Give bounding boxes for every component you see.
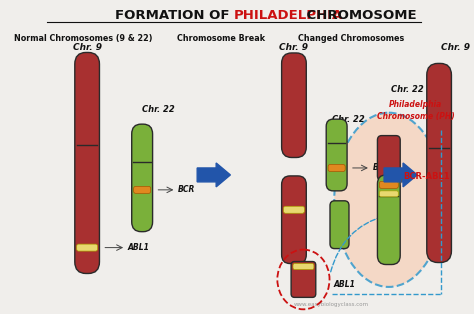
Text: Changed Chromosomes: Changed Chromosomes xyxy=(298,34,404,42)
FancyBboxPatch shape xyxy=(283,206,304,213)
FancyBboxPatch shape xyxy=(330,201,349,249)
Text: Chr. 9: Chr. 9 xyxy=(280,42,309,51)
Text: CHROMOSOME: CHROMOSOME xyxy=(302,9,417,22)
Text: Normal Chromosomes (9 & 22): Normal Chromosomes (9 & 22) xyxy=(14,34,153,42)
Text: BCR-ABL1: BCR-ABL1 xyxy=(403,172,450,181)
FancyBboxPatch shape xyxy=(291,262,316,297)
Text: Chromosome Break: Chromosome Break xyxy=(177,34,265,42)
FancyBboxPatch shape xyxy=(377,175,400,264)
FancyBboxPatch shape xyxy=(282,176,306,263)
FancyBboxPatch shape xyxy=(328,165,345,171)
FancyBboxPatch shape xyxy=(379,181,398,188)
FancyBboxPatch shape xyxy=(293,263,314,269)
Text: Chr. 9: Chr. 9 xyxy=(441,42,470,51)
Ellipse shape xyxy=(334,113,443,287)
FancyBboxPatch shape xyxy=(377,136,400,181)
Text: Chr. 22: Chr. 22 xyxy=(392,85,424,94)
FancyBboxPatch shape xyxy=(326,119,347,191)
Text: ABL1: ABL1 xyxy=(334,280,356,289)
Text: www.easybiologyclass.com: www.easybiologyclass.com xyxy=(294,302,369,307)
Text: Chr. 22: Chr. 22 xyxy=(142,105,175,114)
Text: ABL1: ABL1 xyxy=(128,243,150,252)
Text: BCR: BCR xyxy=(178,185,196,194)
FancyBboxPatch shape xyxy=(77,244,98,251)
Polygon shape xyxy=(384,163,417,187)
Text: FORMATION OF: FORMATION OF xyxy=(115,9,234,22)
FancyBboxPatch shape xyxy=(282,53,306,158)
Text: Chr. 9: Chr. 9 xyxy=(73,42,101,51)
Polygon shape xyxy=(197,163,230,187)
FancyBboxPatch shape xyxy=(75,52,100,273)
FancyBboxPatch shape xyxy=(134,187,151,193)
FancyBboxPatch shape xyxy=(379,191,398,197)
Text: Chr. 22: Chr. 22 xyxy=(332,115,365,124)
FancyBboxPatch shape xyxy=(132,124,153,232)
Text: Philadelphia: Philadelphia xyxy=(389,100,442,109)
Text: Chromosome (PH): Chromosome (PH) xyxy=(376,112,454,121)
Text: PHILADELPHIA: PHILADELPHIA xyxy=(234,9,344,22)
FancyBboxPatch shape xyxy=(427,63,451,263)
Text: BCR: BCR xyxy=(373,164,390,172)
